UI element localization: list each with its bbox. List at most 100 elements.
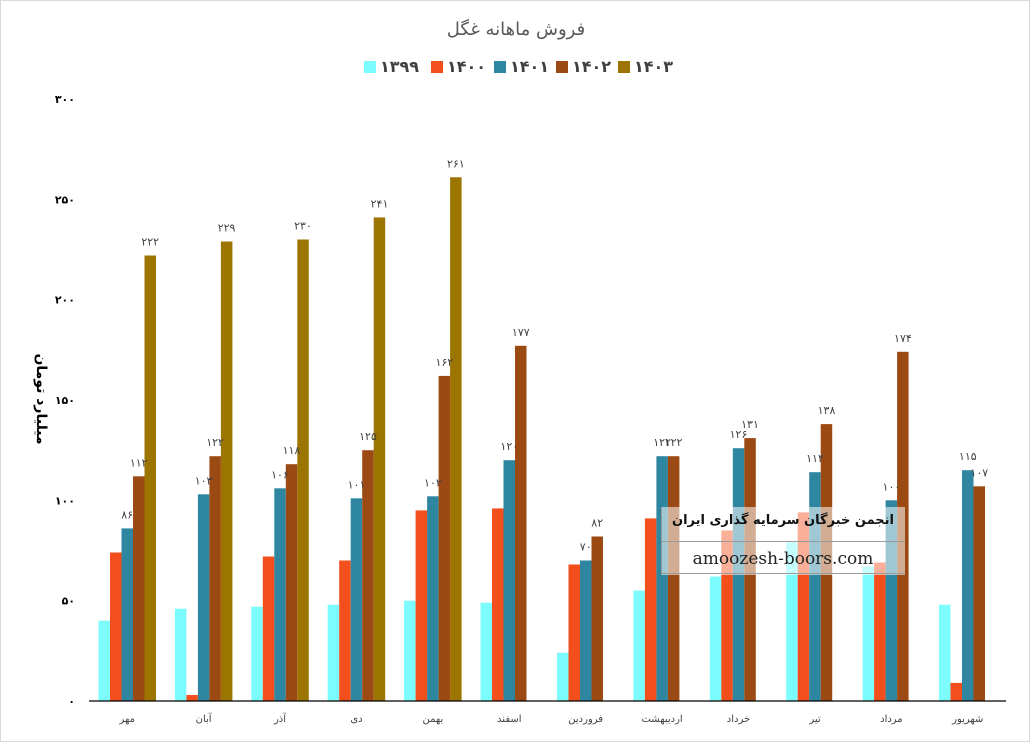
bar-0-4 — [404, 600, 416, 701]
y-axis-label: میلیارد تومان — [33, 353, 49, 444]
data-label-3-10: ۱۷۴ — [894, 332, 912, 345]
data-label-4-0: ۲۲۲ — [141, 236, 159, 249]
bar-1-10 — [874, 562, 886, 701]
bar-2-3 — [350, 498, 363, 701]
x-tick-label: مرداد — [880, 714, 903, 725]
y-tick-label: ۳۰۰ — [55, 93, 75, 106]
data-label-4-4: ۲۶۱ — [447, 157, 465, 170]
x-tick-label: دی — [350, 714, 362, 725]
legend-swatch-3 — [556, 61, 568, 73]
watermark-url: amoozesh-boors.com — [692, 549, 874, 569]
bar-3-7 — [667, 456, 680, 701]
legend-label-2: ۱۴۰۱ — [510, 57, 549, 76]
bar-0-10 — [862, 566, 875, 701]
bar-3-3 — [362, 450, 374, 701]
bar-3-11 — [973, 486, 985, 701]
data-label-4-2: ۲۳۰ — [294, 220, 312, 233]
bar-2-6 — [580, 560, 592, 701]
data-label-2-2: ۱۰۶ — [271, 468, 289, 481]
watermark: انجمن خبرگان سرمایه گذاری ایران amoozesh… — [661, 507, 905, 575]
chart-title: فروش ماهانه غگل — [447, 18, 585, 40]
legend-label-3: ۱۴۰۲ — [572, 57, 611, 76]
bar-2-11 — [962, 470, 974, 701]
legend-swatch-2 — [494, 61, 506, 73]
y-tick-label: ۲۵۰ — [55, 193, 75, 206]
bar-0-5 — [480, 602, 492, 701]
data-label-3-11: ۱۰۷ — [970, 466, 988, 479]
data-label-2-4: ۱۰۲ — [424, 476, 442, 489]
data-label-3-8: ۱۳۱ — [741, 418, 759, 431]
bar-3-1 — [209, 456, 221, 701]
bar-2-9 — [809, 472, 821, 701]
data-label-2-3: ۱۰۱ — [348, 478, 366, 491]
y-tick-label: ۱۰۰ — [55, 494, 75, 507]
data-label-4-3: ۲۴۱ — [371, 197, 389, 210]
watermark-rule — [661, 541, 905, 542]
bar-0-1 — [174, 608, 187, 701]
data-label-2-5: ۱۲۰ — [500, 440, 518, 453]
bar-2-10 — [885, 500, 898, 701]
bar-3-5 — [515, 345, 527, 701]
bar-1-3 — [339, 560, 351, 701]
bar-1-5 — [492, 508, 504, 701]
bar-0-11 — [939, 604, 951, 701]
data-label-2-11: ۱۱۵ — [959, 450, 977, 463]
bar-1-6 — [568, 564, 580, 701]
bars — [98, 177, 985, 702]
bar-4-3 — [373, 217, 386, 701]
data-label-3-9: ۱۳۸ — [818, 404, 836, 417]
bar-3-2 — [285, 464, 298, 701]
data-labels: ۸۶ ۱۱۲ ۲۲۲ ۱۰۳ ۱۲۲ ۲۲۹ ۱۰۶ ۱۱۸ ۲۳۰ ۱۰۱ ۱۲۵ ۲۴۱ ۱۰۲ ۱۶… — [121, 157, 988, 553]
x-tick-label: خرداد — [727, 714, 750, 725]
y-tick-label: ۵۰ — [62, 595, 75, 608]
bar-1-9 — [797, 512, 810, 701]
bar-2-0 — [121, 528, 133, 701]
bar-4-0 — [144, 255, 156, 701]
data-label-2-9: ۱۱۴ — [806, 452, 824, 465]
bar-2-5 — [503, 460, 515, 701]
data-label-3-7: ۱۲۲ — [665, 436, 683, 449]
bar-4-1 — [220, 241, 233, 701]
legend-label-4: ۱۴۰۳ — [634, 57, 673, 76]
legend-swatch-1 — [431, 61, 443, 73]
bar-4-2 — [297, 239, 309, 701]
bar-0-7 — [633, 590, 645, 701]
bar-2-4 — [427, 496, 439, 701]
legend: ۱۳۹۹ ۱۴۰۰ ۱۴۰۱ ۱۴۰۲ ۱۴۰۳ — [364, 57, 673, 76]
bar-1-7 — [644, 518, 657, 701]
legend-swatch-0 — [364, 61, 376, 73]
bar-0-0 — [98, 620, 110, 701]
x-axis-ticks: مهر آبان آذر دی بهمن اسفند فروردین اردیبهشت خردا… — [118, 712, 983, 725]
y-tick-label: ۱۵۰ — [55, 394, 75, 407]
y-tick-label: ۲۰۰ — [55, 294, 75, 307]
x-tick-label: آذر — [273, 712, 287, 725]
bar-3-4 — [438, 375, 451, 701]
bar-0-2 — [251, 606, 263, 701]
data-label-3-1: ۱۲۲ — [206, 436, 224, 449]
data-label-3-0: ۱۱۲ — [130, 456, 148, 469]
legend-label-0: ۱۳۹۹ — [380, 57, 419, 76]
bar-2-7 — [656, 456, 668, 701]
bar-1-4 — [415, 510, 428, 701]
bar-3-0 — [133, 476, 145, 701]
x-tick-label: اردیبهشت — [641, 714, 682, 725]
x-tick-label: اسفند — [497, 714, 521, 725]
watermark-title: انجمن خبرگان سرمایه گذاری ایران — [672, 513, 894, 528]
x-tick-label: شهریور — [951, 714, 983, 725]
bar-1-11 — [950, 682, 962, 701]
x-tick-label: مهر — [118, 714, 134, 725]
watermark-rule — [661, 573, 905, 574]
legend-swatch-4 — [618, 61, 630, 73]
data-label-3-2: ۱۱۸ — [283, 444, 301, 457]
bar-2-1 — [197, 494, 210, 701]
x-tick-label: بهمن — [423, 714, 444, 725]
data-label-2-6: ۷۰ — [580, 541, 592, 554]
data-label-3-6: ۸۲ — [591, 517, 603, 530]
x-tick-label: فروردین — [568, 714, 603, 725]
data-label-3-4: ۱۶۲ — [436, 356, 454, 369]
data-label-3-3: ۱۲۵ — [359, 430, 377, 443]
bar-1-2 — [262, 556, 275, 701]
data-label-2-0: ۸۶ — [121, 508, 133, 521]
